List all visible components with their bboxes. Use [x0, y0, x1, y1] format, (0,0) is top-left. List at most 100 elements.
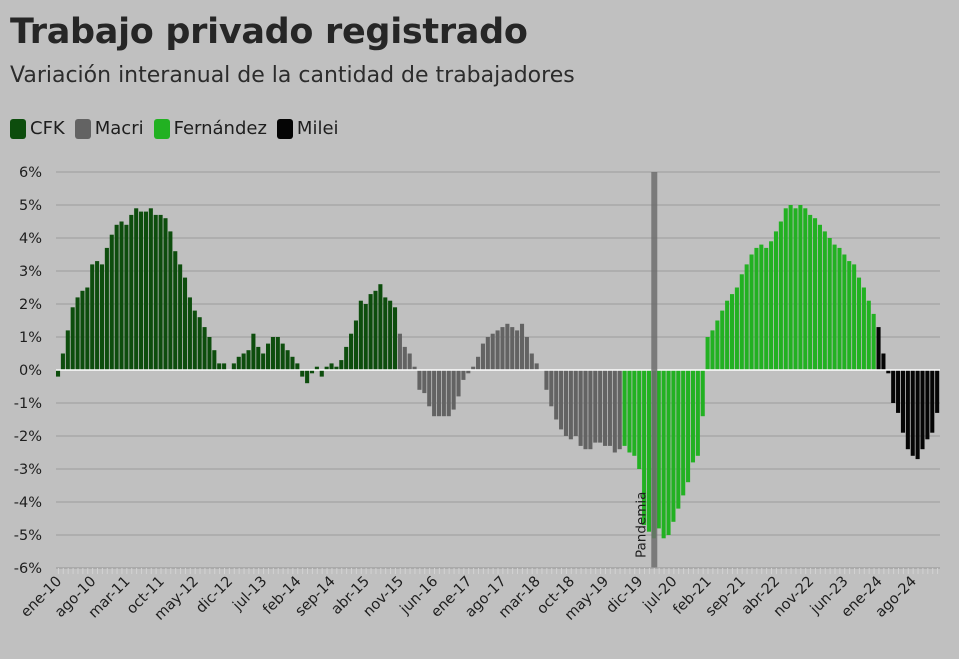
bar — [441, 370, 446, 417]
bar — [158, 214, 163, 370]
bar — [363, 304, 368, 370]
bar — [148, 208, 153, 370]
bar — [847, 261, 852, 370]
bar — [383, 297, 388, 370]
bar — [505, 323, 510, 370]
chart-legend: CFK Macri Fernández Milei — [10, 118, 349, 139]
bar — [656, 370, 661, 529]
bar — [129, 214, 134, 370]
bar — [700, 370, 705, 417]
bar — [456, 370, 461, 397]
y-tick-label: 1% — [19, 330, 42, 346]
bar — [60, 353, 65, 370]
bar — [56, 370, 61, 377]
bar — [563, 370, 569, 436]
bar — [617, 370, 622, 450]
y-tick-label: 3% — [19, 264, 42, 280]
bar — [578, 370, 583, 446]
bar — [300, 370, 305, 377]
y-tick-label: -4% — [14, 495, 42, 511]
bar — [734, 287, 739, 370]
legend-swatch-fernandez — [153, 118, 170, 139]
bar — [627, 370, 632, 453]
bar — [744, 264, 749, 370]
bar — [749, 254, 754, 370]
bar — [808, 214, 813, 370]
bar — [329, 363, 334, 370]
bar — [270, 337, 275, 370]
bar — [353, 320, 358, 370]
bar — [905, 370, 910, 450]
bar — [588, 370, 593, 450]
bar — [182, 277, 188, 370]
bar — [305, 370, 310, 384]
y-tick-label: 2% — [19, 297, 42, 313]
y-tick-label: 5% — [19, 198, 42, 214]
bar — [266, 343, 271, 370]
bar — [612, 370, 617, 453]
bar — [412, 366, 417, 370]
bar — [280, 343, 285, 370]
bar — [871, 313, 876, 370]
bar — [798, 205, 803, 370]
bar — [861, 287, 866, 370]
bar — [500, 327, 505, 370]
bar — [495, 330, 500, 370]
bar — [168, 231, 173, 370]
bar — [769, 241, 774, 370]
bar — [231, 363, 236, 370]
y-tick-label: 4% — [19, 231, 42, 247]
legend-label-macri: Macri — [94, 118, 144, 139]
bar — [676, 370, 681, 509]
bar — [139, 211, 144, 370]
bar — [686, 370, 691, 483]
bar — [417, 370, 422, 390]
bar — [373, 290, 378, 370]
bar — [788, 205, 793, 370]
bar — [666, 370, 671, 535]
bar — [891, 370, 896, 403]
bar — [476, 356, 481, 370]
bar — [241, 353, 246, 370]
x-tick-label: dic-12 — [193, 574, 236, 617]
y-tick-label: 0% — [19, 363, 42, 379]
bar — [759, 244, 764, 370]
bar — [314, 366, 319, 370]
bar — [720, 310, 725, 370]
bar — [95, 261, 100, 370]
bar — [896, 370, 901, 413]
bar — [153, 214, 158, 370]
bar — [436, 370, 442, 417]
bar — [344, 346, 349, 370]
bar — [603, 370, 608, 446]
bar — [319, 370, 324, 377]
bar — [876, 327, 881, 370]
bar — [690, 370, 695, 463]
bar — [549, 370, 554, 407]
bar — [598, 370, 603, 443]
bar — [607, 370, 612, 446]
bar — [466, 370, 471, 374]
bar — [192, 310, 197, 370]
bar — [339, 360, 344, 370]
bar — [852, 264, 857, 370]
chart-title: Trabajo privado registrado — [10, 12, 528, 52]
bar — [236, 356, 241, 370]
bar — [671, 370, 676, 522]
bar — [554, 370, 559, 420]
legend-item-fernandez: Fernández — [153, 118, 267, 139]
bar — [559, 370, 564, 430]
legend-swatch-milei — [276, 118, 293, 139]
bar — [925, 370, 930, 440]
bar — [529, 353, 534, 370]
bar — [309, 370, 315, 374]
legend-label-fernandez: Fernández — [173, 118, 267, 139]
bar — [642, 370, 647, 526]
y-tick-label: -3% — [14, 462, 42, 478]
legend-item-macri: Macri — [74, 118, 144, 139]
bar — [661, 370, 666, 539]
bar — [349, 333, 354, 370]
bar — [856, 277, 862, 370]
bar — [695, 370, 700, 456]
